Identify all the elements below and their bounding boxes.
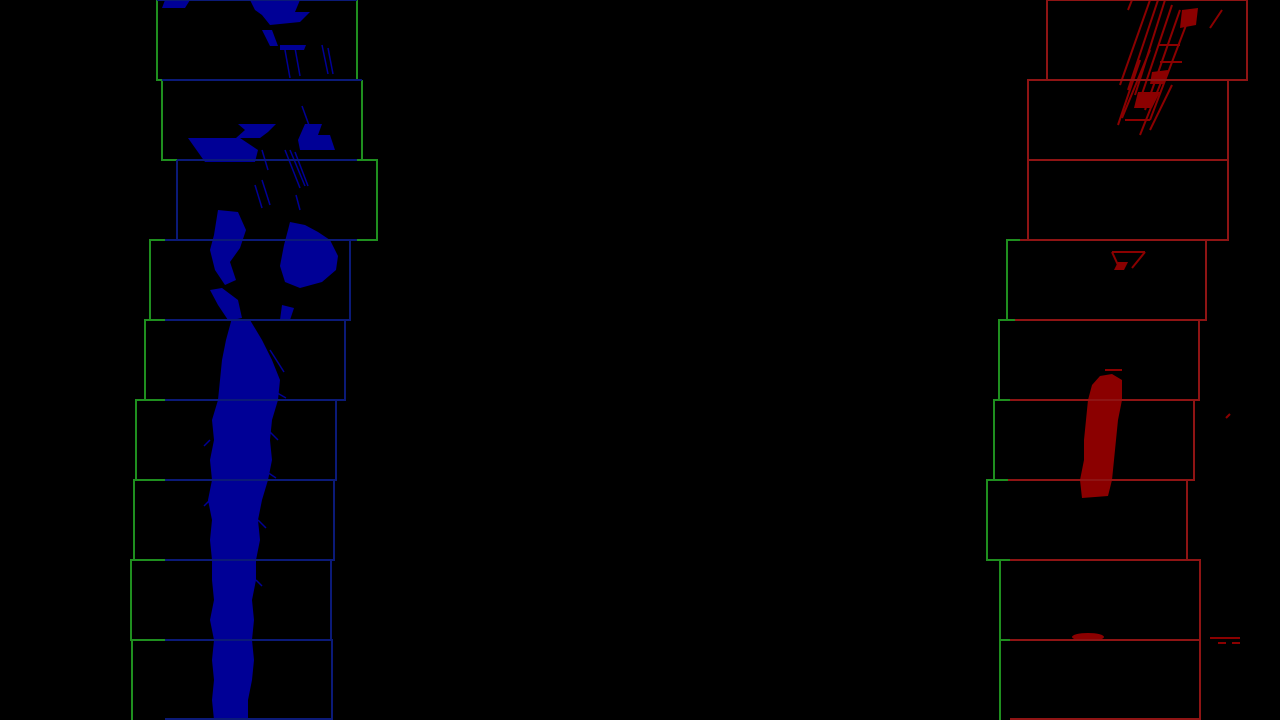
- right-pixel-blob: [1180, 8, 1198, 28]
- right-line-group: [1105, 0, 1240, 644]
- right-window: [999, 559, 1201, 641]
- left-pixel-blob: [210, 210, 246, 285]
- left-window: [131, 639, 333, 720]
- left-pixel-blob: [162, 0, 190, 8]
- left-lane-pixels: [162, 0, 338, 720]
- right-lane-pixels: [1072, 0, 1240, 644]
- right-window: [1027, 159, 1229, 241]
- left-pixel-blob: [280, 45, 306, 50]
- left-pixel-blob: [280, 222, 338, 288]
- right-pixel-blob: [1134, 92, 1160, 108]
- left-pixel-blob: [280, 305, 294, 320]
- right-window: [1046, 0, 1248, 81]
- right-window: [1006, 239, 1207, 321]
- left-edge-jitter: [203, 349, 287, 587]
- left-pixel-blob: [262, 30, 278, 46]
- right-blob-group: [1072, 8, 1198, 641]
- left-pixel-blob: [236, 124, 276, 138]
- left-lane-body: [208, 318, 280, 720]
- right-pixel-blob: [1114, 262, 1128, 270]
- right-window: [999, 639, 1201, 720]
- left-sliding-windows: [130, 0, 378, 720]
- right-lane-body: [1080, 374, 1122, 498]
- left-pixel-blob: [298, 124, 335, 150]
- left-pixel-blob: [250, 0, 310, 25]
- left-pixel-blob: [210, 288, 242, 320]
- left-pixel-blob: [188, 138, 258, 162]
- right-sliding-windows: [986, 0, 1248, 720]
- left-window: [176, 159, 378, 241]
